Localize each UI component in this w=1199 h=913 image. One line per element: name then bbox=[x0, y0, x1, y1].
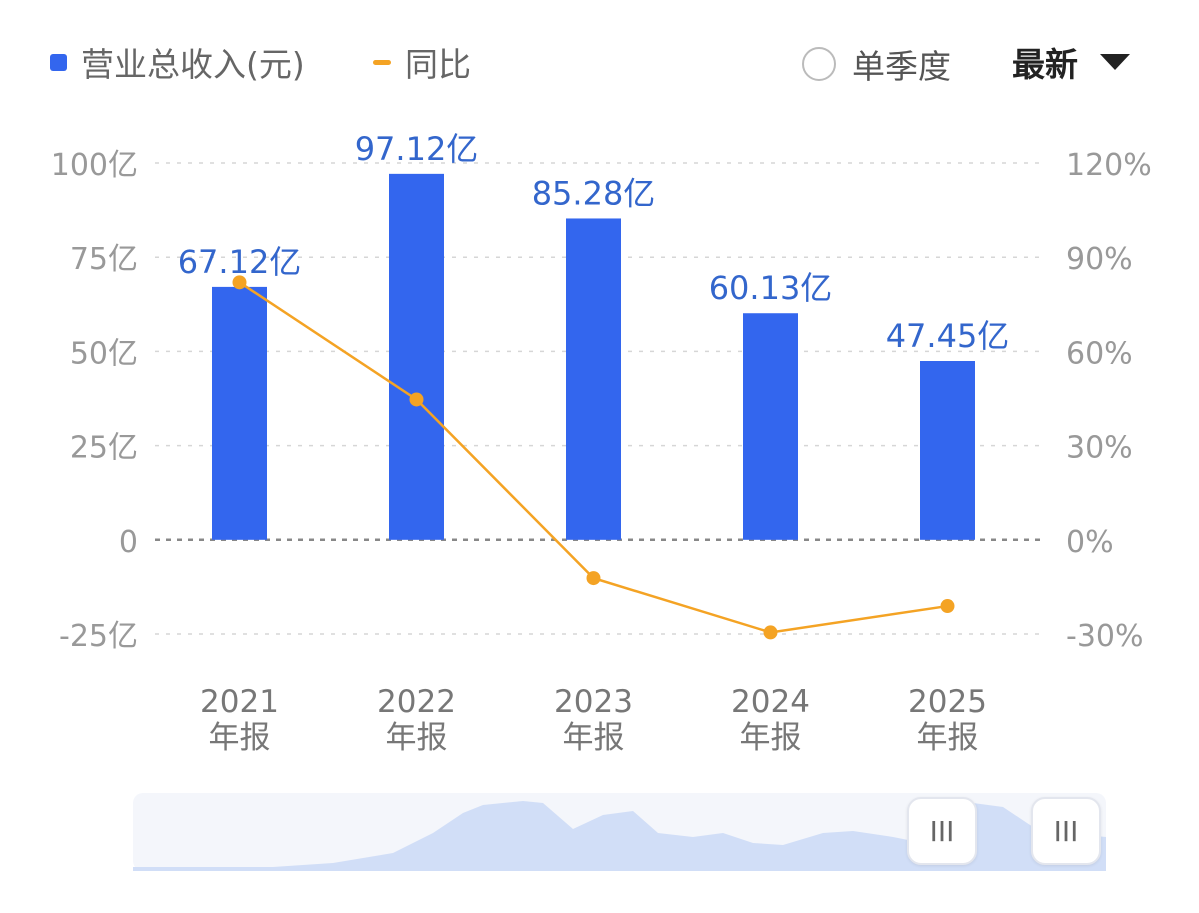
right-axis-tick-label: 120% bbox=[1066, 148, 1152, 183]
quarter-toggle-label: 单季度 bbox=[852, 47, 951, 86]
yoy-point bbox=[763, 625, 778, 640]
left-axis-tick-label: 100亿 bbox=[51, 148, 138, 183]
right-axis-tick-label: 60% bbox=[1066, 336, 1133, 371]
chart-legend: 营业总收入(元) 同比 单季度 最新 bbox=[0, 0, 1199, 120]
x-axis-category-label: 年报 bbox=[209, 720, 271, 756]
revenue-chart: 100亿 75亿 50亿 25亿 0 -25亿 120% 90% 60% 30% 0% -30% 67.… bbox=[51, 130, 1152, 756]
legend-item-yoy[interactable]: 同比 bbox=[373, 38, 471, 86]
revenue-bar bbox=[566, 218, 621, 540]
yoy-point bbox=[940, 599, 955, 614]
x-axis-category-label: 年报 bbox=[386, 720, 448, 756]
left-axis-tick-label: 50亿 bbox=[70, 336, 138, 371]
x-axis-category-label: 年报 bbox=[563, 720, 625, 756]
bar-data-label: 67.12亿 bbox=[178, 243, 302, 281]
x-axis-category-label: 年报 bbox=[740, 720, 802, 756]
right-axis-tick-label: 90% bbox=[1066, 242, 1133, 277]
right-axis-tick-label: 0% bbox=[1066, 525, 1114, 560]
caret-down-icon bbox=[1100, 54, 1130, 70]
range-slider[interactable]: III III bbox=[133, 793, 1106, 871]
slider-overview-area bbox=[133, 801, 1106, 871]
slider-left-handle[interactable]: III bbox=[907, 797, 977, 865]
x-axis-category-label: 年报 bbox=[917, 720, 979, 756]
left-axis-tick-label: 0 bbox=[119, 525, 138, 560]
bar-data-label: 85.28亿 bbox=[532, 174, 656, 212]
right-axis-tick-label: -30% bbox=[1066, 619, 1144, 654]
x-axis-category-label: 2025 bbox=[908, 684, 987, 720]
left-axis-tick-label: 75亿 bbox=[70, 242, 138, 277]
revenue-bar bbox=[389, 173, 444, 540]
bar-data-label: 97.12亿 bbox=[355, 130, 479, 168]
yoy-point bbox=[232, 275, 247, 290]
legend-yoy-label: 同比 bbox=[405, 45, 471, 84]
bar-data-label: 47.45亿 bbox=[886, 317, 1010, 355]
yoy-point bbox=[586, 571, 601, 586]
quarter-toggle[interactable]: 单季度 bbox=[802, 40, 951, 88]
slider-right-handle[interactable]: III bbox=[1031, 797, 1101, 865]
period-dropdown[interactable]: 最新 bbox=[1012, 38, 1130, 86]
radio-circle-icon[interactable] bbox=[802, 47, 836, 81]
bar-data-label: 60.13亿 bbox=[709, 269, 833, 307]
revenue-bar bbox=[212, 286, 267, 540]
left-axis-tick-label: -25亿 bbox=[59, 619, 138, 654]
left-axis-tick-label: 25亿 bbox=[70, 431, 138, 466]
period-dropdown-label: 最新 bbox=[1012, 45, 1078, 84]
yoy-point bbox=[409, 392, 424, 407]
x-axis-category-label: 2022 bbox=[377, 684, 456, 720]
revenue-bar bbox=[920, 361, 975, 540]
legend-revenue-label: 营业总收入(元) bbox=[81, 45, 305, 84]
x-axis-category-label: 2023 bbox=[554, 684, 633, 720]
yoy-swatch-icon bbox=[373, 59, 391, 65]
revenue-bar bbox=[743, 313, 798, 540]
x-axis-category-label: 2024 bbox=[731, 684, 810, 720]
right-axis-tick-label: 30% bbox=[1066, 431, 1133, 466]
legend-item-revenue[interactable]: 营业总收入(元) bbox=[50, 38, 305, 86]
x-axis-category-label: 2021 bbox=[200, 684, 279, 720]
revenue-swatch-icon bbox=[50, 53, 67, 71]
